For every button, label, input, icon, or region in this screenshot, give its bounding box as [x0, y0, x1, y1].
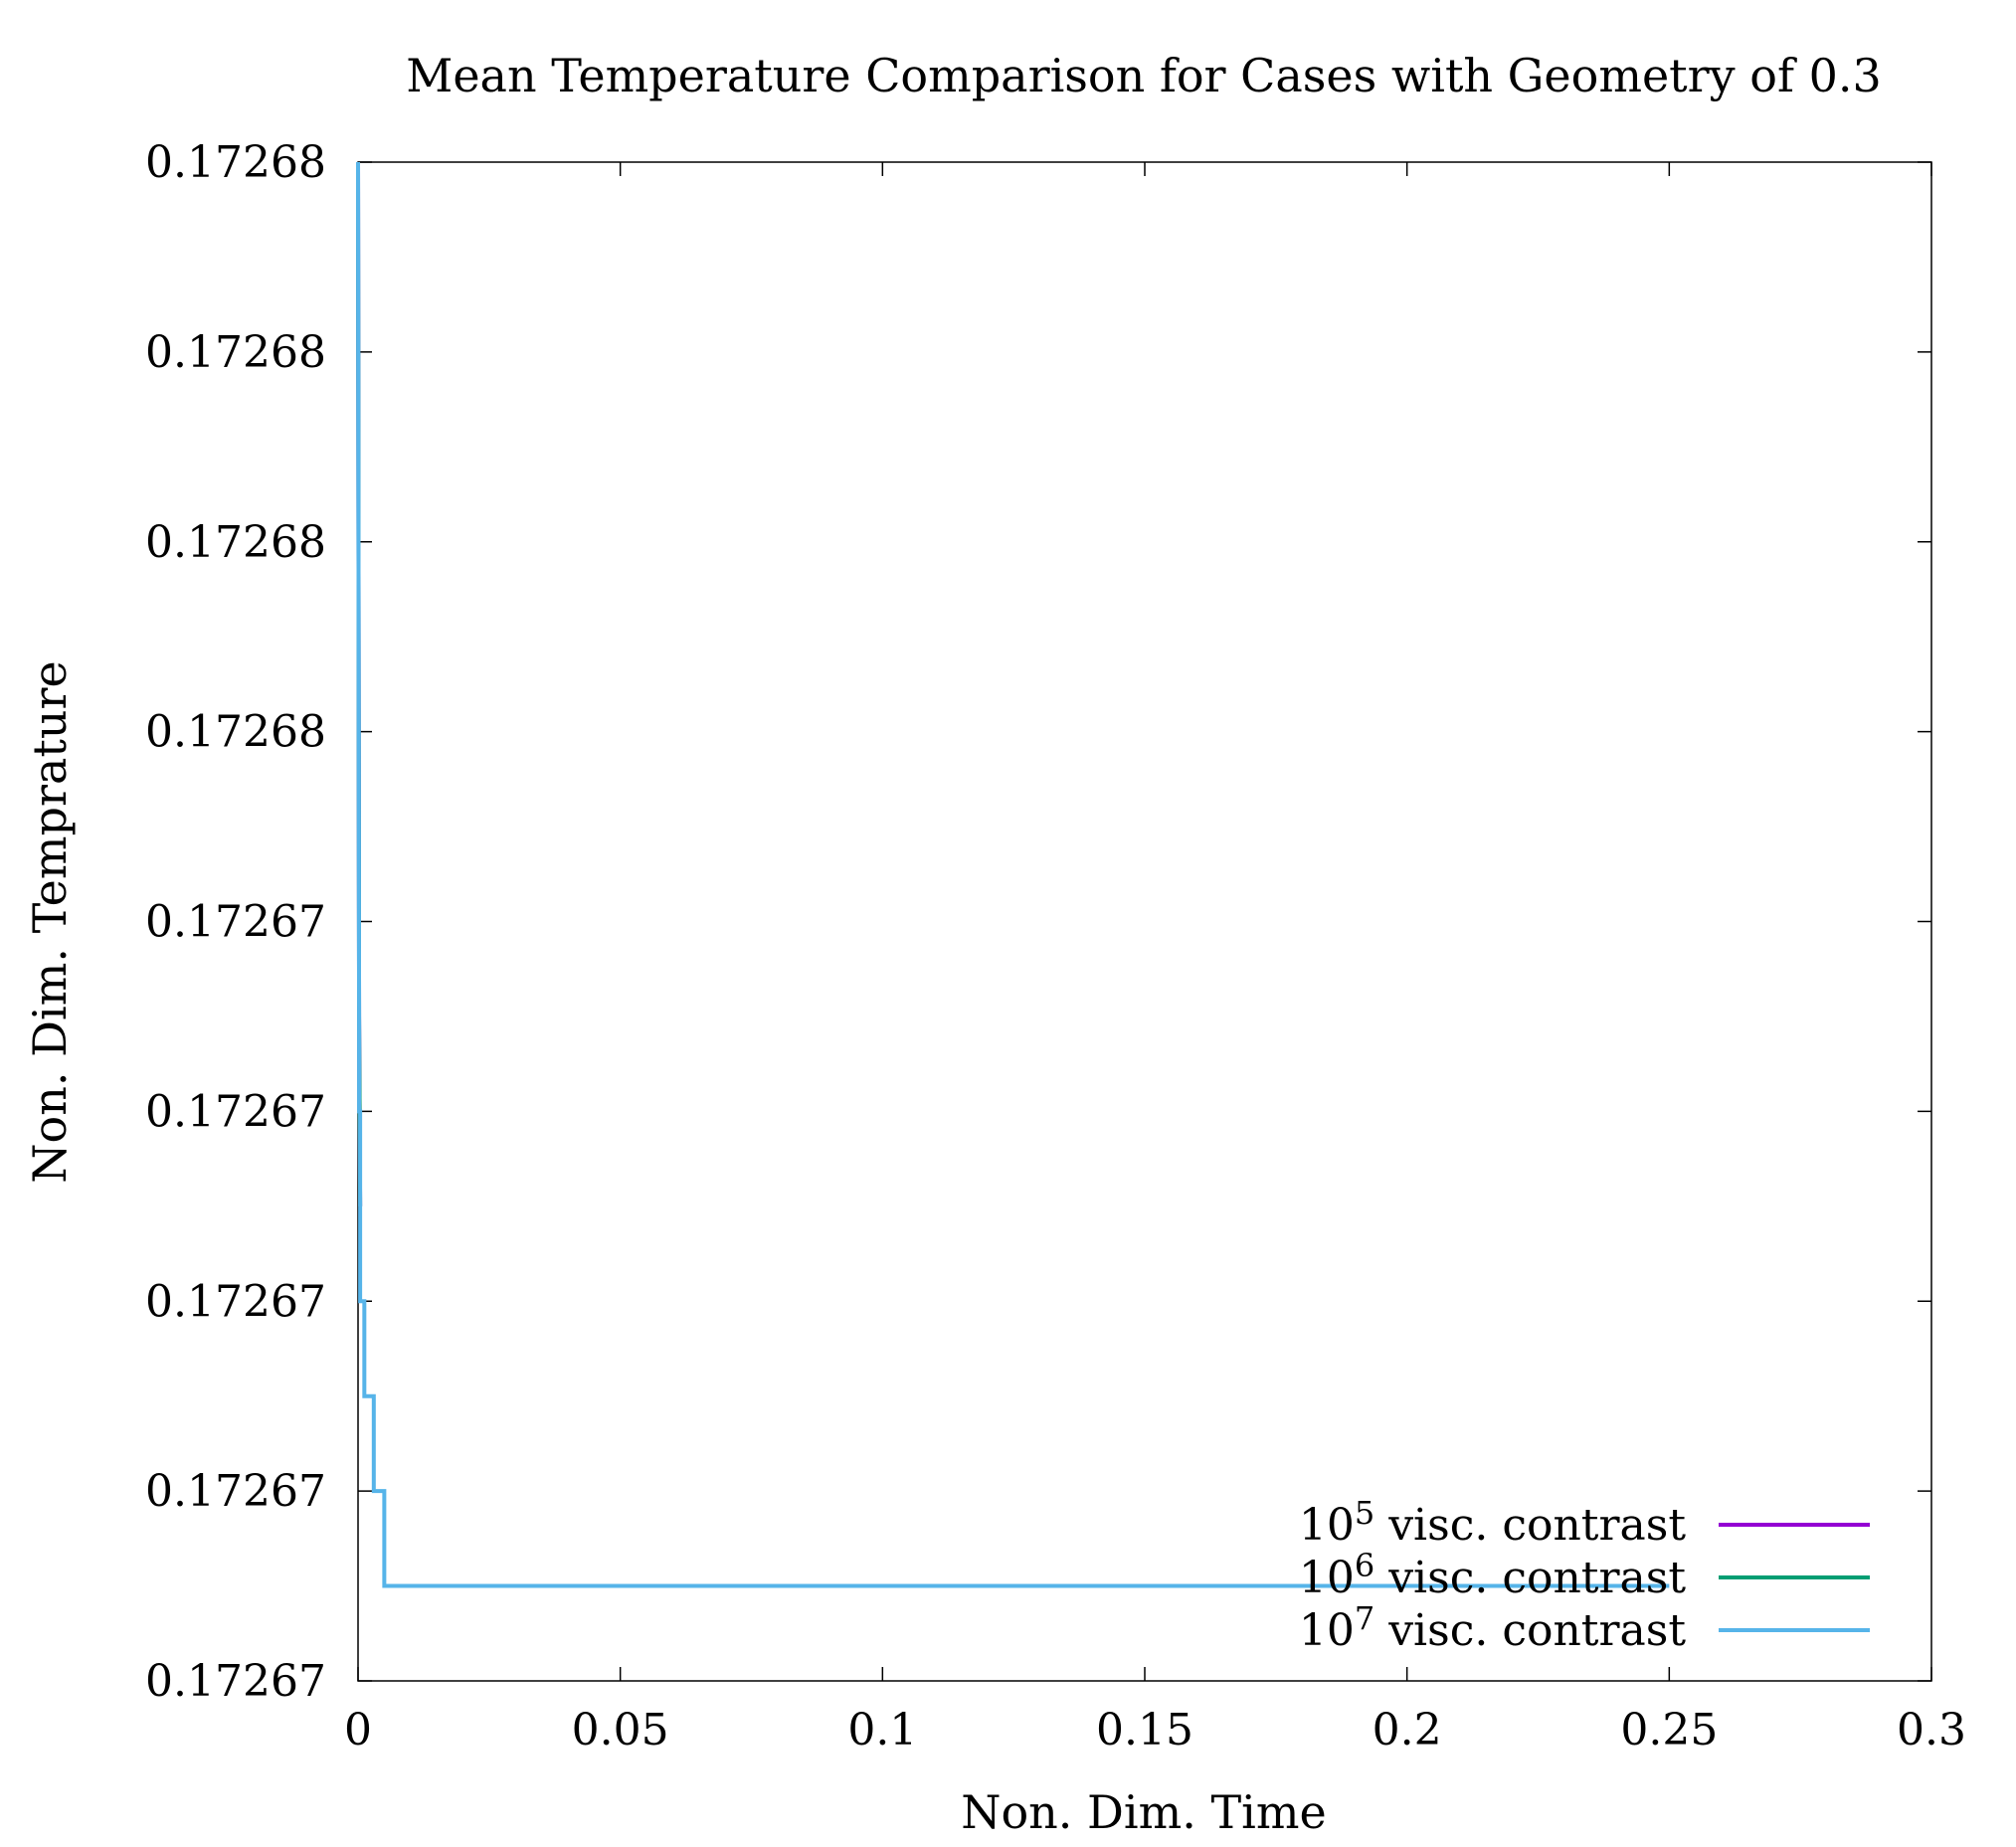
series-line-3 — [356, 161, 1670, 1588]
legend-label-2: 106 visc. contrast — [1299, 1547, 1686, 1603]
chart-title: Mean Temperature Comparison for Cases wi… — [406, 49, 1882, 102]
y-tick-label: 0.17268 — [145, 517, 326, 568]
x-tick-label: 0.25 — [1620, 1705, 1718, 1755]
legend-label-text: visc. contrast — [1375, 1553, 1686, 1603]
legend-label-exponent: 5 — [1355, 1494, 1375, 1532]
y-axis-label: Non. Dim. Temprature — [23, 660, 77, 1183]
axis-ticks: 0 0.05 0.1 0.15 0.2 0.25 0.3 0.17267 0.17267 0.17… — [145, 137, 1966, 1755]
x-tick-label: 0.2 — [1373, 1705, 1442, 1755]
y-tick-label: 0.17267 — [145, 897, 326, 948]
plot-frame — [357, 161, 1932, 1682]
y-tick-label: 0.17268 — [145, 707, 326, 758]
legend-label-base: 10 — [1299, 1605, 1355, 1656]
y-tick-label: 0.17267 — [145, 1466, 326, 1517]
y-tick-label: 0.17267 — [145, 1086, 326, 1137]
x-tick-label: 0.1 — [847, 1705, 917, 1755]
legend-label-exponent: 7 — [1355, 1599, 1375, 1637]
y-tick-label: 0.17268 — [145, 137, 326, 188]
y-tick-label: 0.17267 — [145, 1276, 326, 1327]
legend-label-text: visc. contrast — [1375, 1605, 1686, 1656]
legend-label-1: 105 visc. contrast — [1299, 1494, 1686, 1551]
y-tick-label: 0.17267 — [145, 1656, 326, 1707]
x-tick-label: 0.3 — [1897, 1705, 1966, 1755]
legend-label-exponent: 6 — [1355, 1547, 1375, 1584]
legend-label-base: 10 — [1299, 1500, 1355, 1551]
x-axis-label: Non. Dim. Time — [961, 1785, 1327, 1839]
series-lines — [356, 161, 1670, 1588]
legend-label-text: visc. contrast — [1375, 1500, 1686, 1551]
legend-label-3: 107 visc. contrast — [1299, 1599, 1686, 1656]
legend-label-base: 10 — [1299, 1553, 1355, 1603]
x-tick-label: 0 — [344, 1705, 372, 1755]
y-tick-label: 0.17268 — [145, 327, 326, 378]
x-tick-label: 0.15 — [1096, 1705, 1193, 1755]
x-tick-label: 0.05 — [572, 1705, 669, 1755]
